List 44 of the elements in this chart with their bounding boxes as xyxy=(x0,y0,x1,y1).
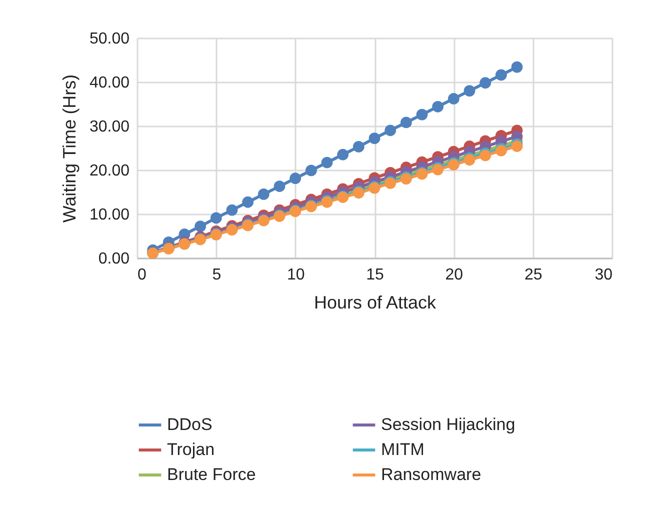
y-tick-label: 50.00 xyxy=(89,30,130,48)
point xyxy=(464,85,476,96)
point xyxy=(448,93,460,104)
point xyxy=(432,100,444,112)
y-tick-label: 30.00 xyxy=(89,118,130,136)
point xyxy=(274,180,286,192)
point xyxy=(290,172,302,184)
legend-label: Session Hijacking xyxy=(381,415,516,434)
x-tick-label: 15 xyxy=(366,266,384,284)
x-axis-title: Hours of Attack xyxy=(314,292,438,312)
point xyxy=(480,77,492,89)
x-tick-label: 20 xyxy=(445,266,464,284)
point xyxy=(511,61,523,73)
point xyxy=(226,204,238,216)
legend-label: Trojan xyxy=(167,440,215,459)
point xyxy=(511,140,523,152)
x-tick-label: 0 xyxy=(138,266,146,284)
y-axis-title: Waiting Time (Hrs) xyxy=(59,74,80,223)
point xyxy=(194,220,206,232)
y-tick-label: 20.00 xyxy=(89,162,130,180)
legend-label: Ransomware xyxy=(381,465,482,484)
point xyxy=(321,156,333,168)
point xyxy=(352,140,364,152)
legend-label: Brute Force xyxy=(167,465,256,484)
x-tick-label: 10 xyxy=(286,266,305,284)
point xyxy=(210,212,222,224)
point xyxy=(400,116,412,128)
point xyxy=(258,188,270,200)
point xyxy=(305,164,317,176)
point xyxy=(480,150,492,162)
x-tick-label: 5 xyxy=(212,266,222,284)
x-tick-label: 30 xyxy=(594,266,613,284)
x-tick-label: 25 xyxy=(524,266,542,284)
y-tick-label: 10.00 xyxy=(89,206,130,224)
legend-label: MITM xyxy=(381,440,424,459)
y-tick-label: 0.00 xyxy=(98,250,130,268)
point xyxy=(368,132,380,144)
legend-label: DDoS xyxy=(167,415,212,434)
y-tick-label: 40.00 xyxy=(89,74,130,92)
point xyxy=(416,108,428,120)
point xyxy=(337,148,349,160)
point xyxy=(242,196,254,208)
point xyxy=(384,124,396,136)
point xyxy=(495,69,507,81)
